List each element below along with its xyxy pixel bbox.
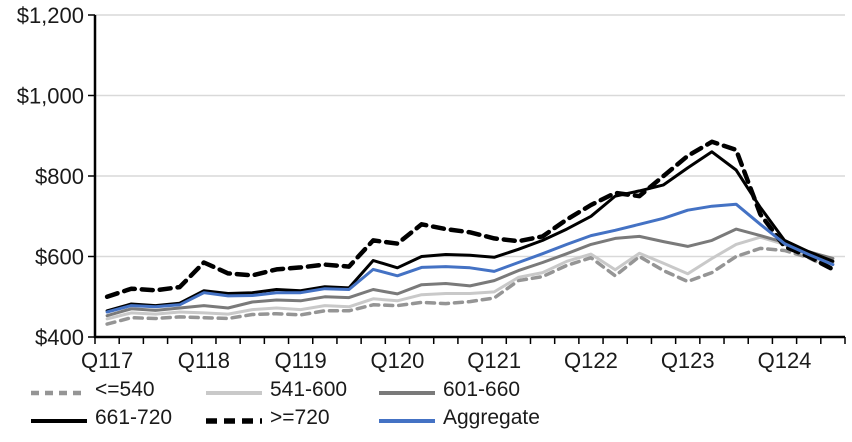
series-line-aggregate: [105, 202, 835, 314]
x-axis-label: Q119: [275, 348, 327, 373]
y-axis-label: $400: [35, 325, 84, 350]
legend-item-601-660: 601-660: [378, 376, 520, 404]
legend-label-541-600: 541-600: [270, 378, 348, 401]
y-axis-label: $800: [35, 164, 84, 189]
legend-swatch-aggregate-line: [378, 413, 436, 423]
legend-item-ge-720: >=720: [205, 404, 330, 432]
x-axis-label: Q123: [661, 348, 715, 373]
plot-area: $400 $600 $800 $1,000 $1,200 Q117 Q118 Q119 Q120…: [17, 3, 846, 373]
legend-label-ge-720: >=720: [270, 406, 330, 429]
legend-swatch-le-540-line: [30, 385, 88, 396]
legend-label-le-540: <=540: [95, 378, 155, 401]
series-line-661-720: [105, 150, 835, 313]
legend-swatch-ge-720-line: [205, 413, 263, 424]
x-axis-label: Q118: [178, 348, 230, 373]
x-axis-label: Q121: [467, 348, 521, 373]
y-axis-label: $1,000: [17, 84, 84, 109]
legend-item-le-540: <=540: [30, 376, 155, 404]
x-axis-label: Q120: [371, 348, 425, 373]
series-line-601-660: [105, 227, 835, 318]
y-axis-label: $600: [35, 245, 84, 270]
series-line-541-600: [105, 235, 835, 321]
legend-label-601-660: 601-660: [443, 378, 521, 401]
x-axis-label: Q117: [81, 348, 133, 373]
legend-label-661-720: 661-720: [95, 406, 173, 429]
chart-legend: <=540 541-600 601-660 661-720 >=720: [0, 376, 852, 442]
legend-row-2: 661-720 >=720 Aggregate: [0, 404, 852, 432]
x-axis-label: Q122: [564, 348, 618, 373]
series-line--540: [105, 246, 835, 326]
series-line--720: [104, 139, 836, 300]
legend-swatch-541-600-line: [205, 385, 263, 395]
legend-item-661-720: 661-720: [30, 404, 172, 432]
y-axis-label: $1,200: [17, 3, 84, 28]
legend-item-541-600: 541-600: [205, 376, 347, 404]
legend-item-aggregate: Aggregate: [378, 404, 540, 432]
legend-label-aggregate: Aggregate: [443, 406, 540, 429]
legend-swatch-661-720-line: [30, 413, 88, 423]
legend-swatch-601-660-line: [378, 385, 436, 395]
legend-row-1: <=540 541-600 601-660: [0, 376, 852, 404]
x-axis-label: Q124: [758, 348, 812, 373]
